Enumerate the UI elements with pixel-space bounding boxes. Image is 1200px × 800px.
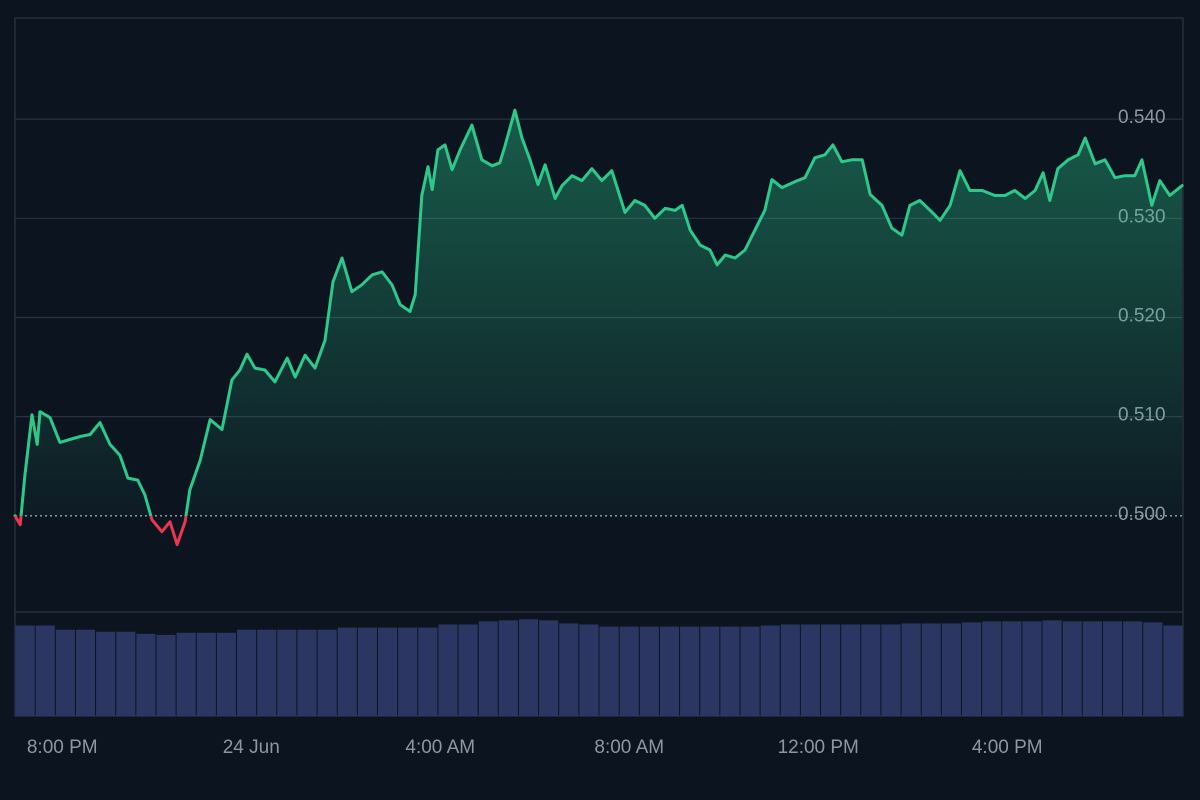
- volume-bar: [116, 631, 136, 716]
- volume-bar: [599, 626, 619, 716]
- x-tick-label: 4:00 AM: [405, 737, 475, 758]
- volume-bar: [1082, 621, 1102, 716]
- volume-bar: [196, 632, 216, 716]
- volume-bar: [1062, 621, 1082, 716]
- volume-bar: [15, 625, 35, 716]
- volume-bar: [639, 626, 659, 716]
- volume-bar: [700, 626, 720, 716]
- volume-bar: [498, 620, 518, 716]
- volume-bar: [277, 629, 297, 716]
- volume-bar: [55, 629, 75, 716]
- volume-bar: [398, 627, 418, 716]
- volume-bar: [1163, 625, 1183, 716]
- volume-bar: [156, 634, 176, 716]
- volume-bar: [559, 623, 579, 716]
- volume-bar: [941, 623, 961, 716]
- price-line: [13, 108, 1184, 547]
- volume-bar: [619, 626, 639, 716]
- volume-bar: [579, 624, 599, 716]
- volume-bar: [237, 629, 257, 716]
- volume-bar: [921, 623, 941, 716]
- volume-bar: [337, 627, 357, 716]
- volume-bar: [357, 627, 377, 716]
- volume-bar: [780, 624, 800, 716]
- area: [15, 110, 1183, 516]
- plot-frame: [14, 17, 1184, 717]
- volume-bar: [539, 620, 559, 716]
- volume-bar: [861, 624, 881, 716]
- volume-bar: [478, 621, 498, 716]
- volume-bar: [35, 625, 55, 716]
- x-tick-label: 24 Jun: [223, 737, 280, 758]
- volume-bar: [1123, 621, 1143, 716]
- volume-bar: [1102, 621, 1123, 716]
- volume-bar: [841, 624, 861, 716]
- volume-bar: [377, 627, 398, 716]
- volume-bar: [901, 623, 921, 716]
- x-tick-label: 8:00 PM: [27, 737, 98, 758]
- volume-bar: [821, 624, 841, 716]
- volume-bar: [216, 632, 237, 716]
- x-tick-label: 8:00 AM: [594, 737, 664, 758]
- volume-bar: [136, 633, 156, 716]
- volume-bar: [96, 631, 116, 716]
- volume-bar: [760, 625, 780, 716]
- volume-bar: [680, 626, 700, 716]
- volume-bar: [800, 624, 821, 716]
- volume-bar: [1002, 621, 1022, 716]
- volume-bar: [438, 624, 458, 716]
- volume-bar: [720, 626, 740, 716]
- volume-bar: [458, 624, 478, 716]
- volume-bar: [257, 629, 277, 716]
- volume-bar: [881, 624, 901, 716]
- y-tick-label: 0.540: [1118, 107, 1166, 128]
- volume-bar: [75, 629, 96, 716]
- volume-bar: [659, 626, 680, 716]
- x-tick-label: 4:00 PM: [972, 737, 1043, 758]
- volume-bar: [982, 621, 1002, 716]
- volume-bar: [418, 627, 438, 716]
- volume-bar: [317, 629, 337, 716]
- volume-bar: [518, 619, 539, 716]
- volume-bar: [1022, 621, 1042, 716]
- volume-bar: [1143, 622, 1163, 716]
- volume-bar: [740, 626, 760, 716]
- volume-bar: [961, 622, 982, 716]
- volume-bar: [176, 632, 196, 716]
- x-tick-label: 12:00 PM: [778, 737, 859, 758]
- volume-bar: [297, 629, 317, 716]
- volume-bar: [1042, 620, 1062, 716]
